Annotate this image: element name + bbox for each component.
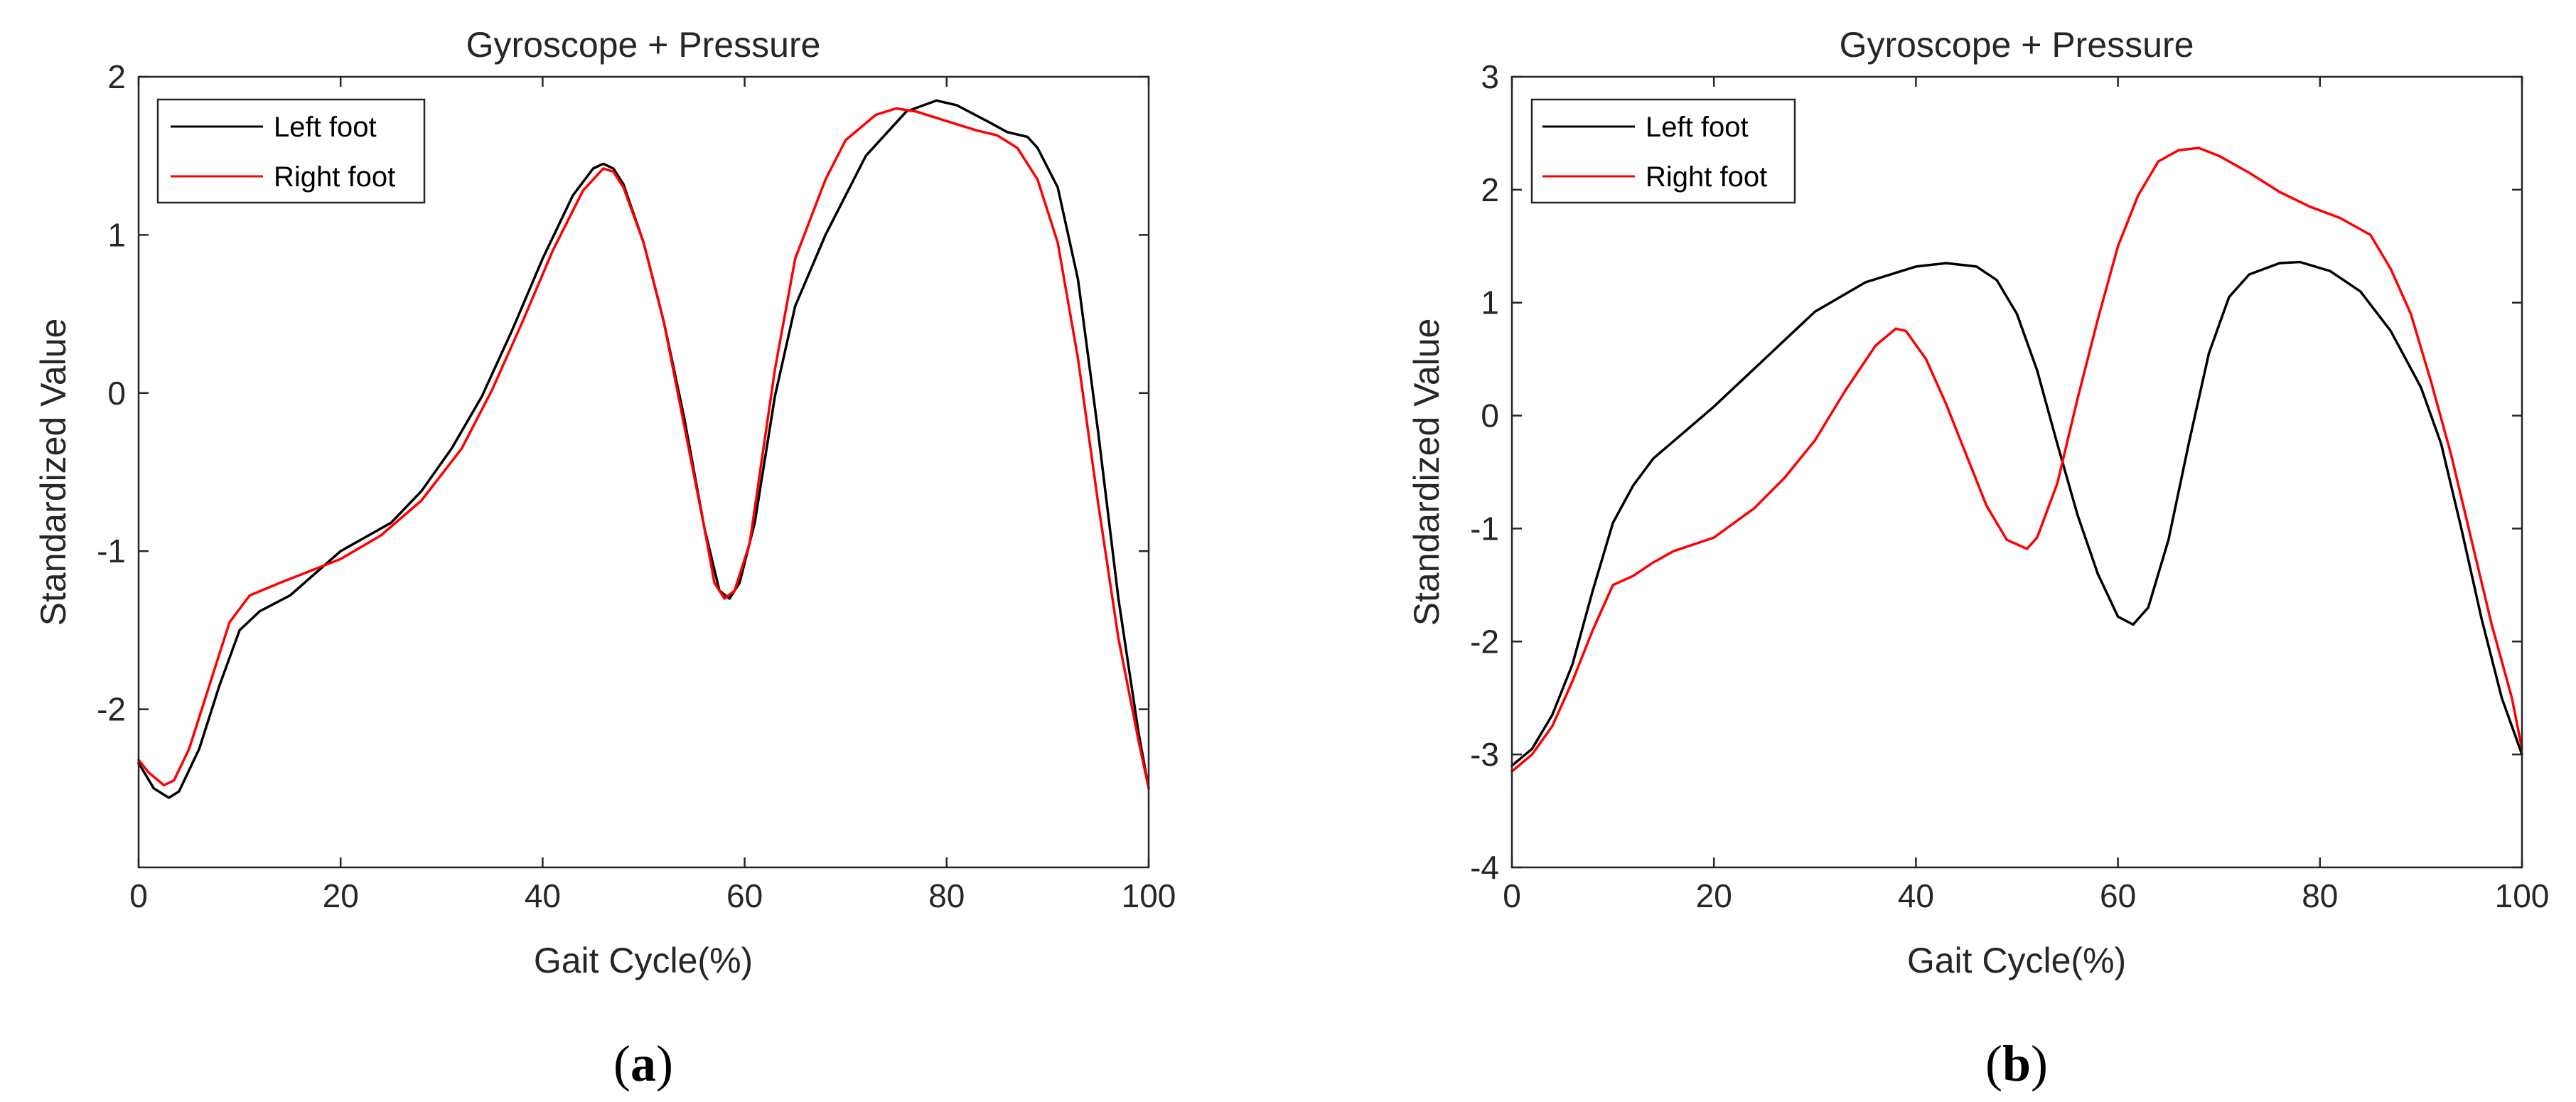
y-tick-label-a: 1 [107,216,126,253]
panel-label-a-close: ) [656,1035,673,1092]
legend-label-right-foot-b: Right foot [1646,161,1767,193]
series-line-right-foot-b [1510,146,2523,773]
y-tick-label-b: -2 [1470,623,1499,660]
x-tick-label-b: 0 [1503,877,1521,914]
plot-area-a [139,77,1149,867]
y-tick-label-a: 2 [107,58,126,95]
y-tick-label-b: 0 [1481,397,1499,434]
series-lines-a [137,99,1150,799]
series-line-right-foot-a [137,107,1150,790]
series-lines-b [1510,146,2523,773]
chart-title-b: Gyroscope + Pressure [1840,25,2194,65]
x-tick-label-a: 0 [129,877,148,914]
y-axis-label-b: Standardized Value [1407,319,1447,626]
x-tick-label-b: 100 [2495,877,2550,914]
y-tick-label-a: 0 [107,375,126,412]
panel-label-a: (a) [613,1035,673,1092]
panel-label-a-open: ( [613,1035,630,1092]
y-tick-label-a: -1 [97,533,126,569]
y-tick-label-b: -4 [1470,849,1499,886]
panel-label-b-close: ) [2031,1035,2048,1092]
series-line-left-foot-b [1510,260,2523,767]
x-axis-label-b: Gait Cycle(%) [1907,941,2126,980]
legend-box-a [156,98,426,204]
x-tick-label-a: 40 [525,877,561,914]
x-tick-label-b: 40 [1898,877,1934,914]
x-axis-label-a: Gait Cycle(%) [534,941,753,980]
legend-b: Left foot Right foot [1530,98,1796,204]
axes-box-b [1510,75,2523,869]
panel-label-b-letter: b [2002,1035,2031,1092]
panel-label-a-letter: a [630,1035,656,1092]
y-tick-label-b: 2 [1481,171,1499,208]
legend-label-left-foot-b: Left foot [1646,112,1749,143]
x-tick-label-b: 60 [2100,877,2136,914]
ticks-a: 0 20 40 60 80 100 -2 -1 0 1 2 [97,58,1176,914]
plot-area-b [1512,77,2522,867]
panel-label-b-open: ( [1985,1035,2002,1092]
panel-a: Gyroscope + Pressure 0 20 40 60 80 100 -2 -1 0 1 2… [33,25,1176,1092]
panel-label-b: (b) [1985,1035,2048,1092]
x-tick-label-a: 80 [928,877,965,914]
legend-box-b [1530,98,1796,204]
ticks-b: 0 20 40 60 80 100 -4 -3 -2 -1 0 1 2 3 [1470,58,2549,914]
legend-label-left-foot-a: Left foot [274,112,377,143]
legend-label-right-foot-a: Right foot [274,161,395,193]
axes-box-a [137,75,1150,869]
legend-a: Left foot Right foot [156,98,426,204]
panel-b: Gyroscope + Pressure 0 20 40 60 80 100-4-3-2-… [1407,25,2549,1092]
x-tick-label-b: 20 [1696,877,1732,914]
y-tick-label-a: -2 [97,691,126,728]
y-axis-label-a: Standardized Value [33,319,73,626]
chart-title-a: Gyroscope + Pressure [466,25,821,65]
x-tick-label-a: 20 [323,877,359,914]
y-tick-label-b: 3 [1481,58,1499,95]
y-tick-label-b: -3 [1470,736,1499,773]
y-tick-label-b: 1 [1481,284,1499,321]
y-tick-label-b: -1 [1470,510,1499,547]
x-tick-label-a: 100 [1122,877,1176,914]
x-tick-label-b: 80 [2302,877,2338,914]
x-tick-label-a: 60 [726,877,763,914]
